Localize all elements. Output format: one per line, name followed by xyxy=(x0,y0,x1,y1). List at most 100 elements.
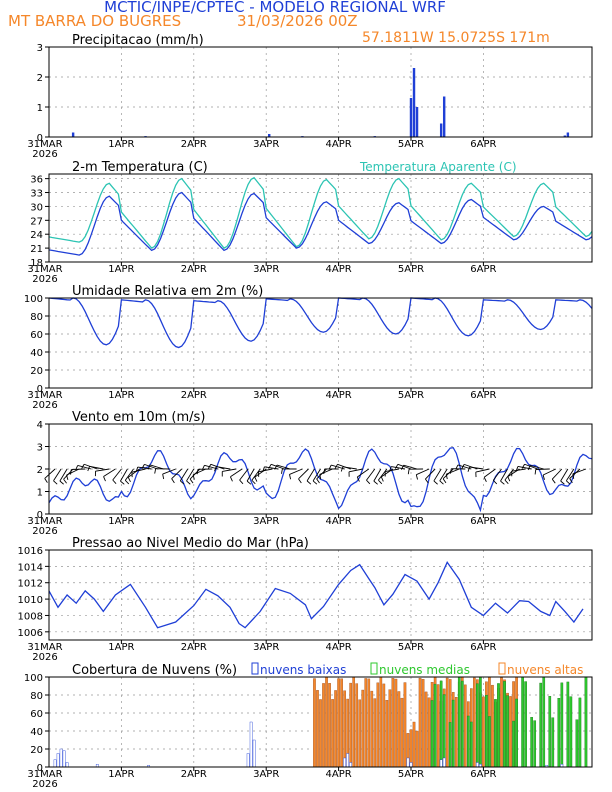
wind-barb xyxy=(439,468,448,482)
x-tick-label: 6APR xyxy=(470,516,496,527)
x-tick-label: 5APR xyxy=(398,139,424,150)
wind-barb-flag xyxy=(572,473,575,479)
y-tick-label: 1006 xyxy=(18,628,43,639)
cloud-bar-mid xyxy=(575,719,579,768)
x-tick-label: 31MAR xyxy=(27,264,62,275)
x-tick-label: 31MAR xyxy=(27,390,62,401)
y-tick-label: 60 xyxy=(30,709,43,720)
cloud-bar-low xyxy=(65,762,69,768)
cloud-bar-mid xyxy=(439,680,443,768)
x-tick-label: 4APR xyxy=(326,264,352,275)
wind-barb-flag xyxy=(455,464,459,470)
wind-barb-flag xyxy=(560,480,565,485)
cloud-bar-mid xyxy=(476,683,479,768)
y-tick-label: 1010 xyxy=(18,595,43,606)
wind-barb-flag xyxy=(356,476,360,482)
cloud-bar-low xyxy=(252,739,256,768)
x-tick-label: 4APR xyxy=(326,642,352,653)
wind-barb-flag xyxy=(103,476,106,482)
cloud-bar-high xyxy=(328,683,331,768)
y-tick-label: 1 xyxy=(37,103,43,114)
wind-barb xyxy=(103,468,116,477)
wind-barb xyxy=(186,468,195,482)
wind-barb xyxy=(319,468,333,475)
x-tick-label: 6APR xyxy=(470,642,496,653)
cloud-bar-high xyxy=(373,698,377,768)
wind-barb-flag xyxy=(59,480,64,485)
x-tick-label: 3APR xyxy=(253,390,279,401)
cloud-bar-mid xyxy=(551,717,555,768)
wind-barb-flag xyxy=(542,474,545,480)
cloud-bar-mid xyxy=(533,720,537,768)
y-tick-label: 60 xyxy=(30,330,43,341)
cloud-bar-high xyxy=(397,691,401,768)
x-tick-label: 2APR xyxy=(181,642,207,653)
cloud-bar-mid xyxy=(524,681,527,768)
wind-barb-flag xyxy=(87,466,90,472)
wind-barb xyxy=(425,468,436,480)
wind-barb-flag xyxy=(340,466,344,472)
wind-barb xyxy=(492,468,502,481)
wind-barb-flag xyxy=(316,478,320,484)
cloud-bar-high xyxy=(509,696,512,768)
x-tick-label: 1APR xyxy=(108,516,134,527)
cloud-bar-high xyxy=(391,678,395,768)
x-tick-label: 5APR xyxy=(398,264,424,275)
cloud-bar-high xyxy=(463,684,467,768)
y-tick-label: 1012 xyxy=(18,579,43,590)
x-tick-label: 2APR xyxy=(181,769,207,780)
y-tick-label: 40 xyxy=(30,727,43,738)
wind-barb-flag xyxy=(566,480,571,485)
wind-barb xyxy=(416,468,430,476)
x-tick-label: 4APR xyxy=(326,516,352,527)
pressure-line xyxy=(48,560,584,629)
cloud-bar-low xyxy=(442,757,446,768)
cloud-bar-mid xyxy=(569,696,573,768)
wind-barb xyxy=(162,468,176,475)
wind-barb-flag xyxy=(179,480,185,485)
precip-bar xyxy=(563,135,567,137)
y-tick-label: 1 xyxy=(37,488,43,499)
cloud-bar-mid xyxy=(584,676,588,768)
wind-barb xyxy=(137,466,152,470)
wind-barb xyxy=(150,464,164,470)
wind-barb-flag xyxy=(66,474,69,480)
wind-barb-flag xyxy=(44,478,48,483)
panel-title: Pressao ao Nivel Medio do Mar (hPa) xyxy=(72,536,309,551)
x-tick-label: 6APR xyxy=(470,390,496,401)
wind-barb xyxy=(312,468,321,482)
cloud-bar-mid xyxy=(494,699,497,768)
precip-bar xyxy=(412,68,416,137)
precip-bar xyxy=(415,107,419,137)
cloud-bar-high xyxy=(424,691,428,768)
y-tick-label: 18 xyxy=(30,258,43,269)
x-tick-label: 2APR xyxy=(181,390,207,401)
wind-barb-flag xyxy=(306,480,312,485)
temp-series-line xyxy=(48,176,593,249)
wind-barb xyxy=(144,463,158,470)
wind-barb-flag xyxy=(70,469,72,475)
wind-barb-flag xyxy=(127,477,131,482)
x-tick-label: 2026 xyxy=(32,274,57,285)
wind-barb xyxy=(397,463,412,470)
x-tick-label: 2026 xyxy=(32,149,57,160)
wind-barb-flag xyxy=(442,478,447,484)
wind-barb-flag xyxy=(254,476,258,482)
wind-barb-flag xyxy=(214,466,217,472)
x-tick-label: 31MAR xyxy=(27,769,62,780)
wind-barb xyxy=(542,468,556,476)
cloud-bar-mid xyxy=(442,694,446,768)
wind-barb-flag xyxy=(53,480,58,485)
cloud-bar-mid xyxy=(557,698,561,768)
wind-barb xyxy=(71,468,86,471)
cloud-bar-mid xyxy=(488,716,491,768)
cloud-bar-mid xyxy=(515,698,518,768)
cloud-bar-low xyxy=(62,750,66,768)
wind-barb-flag xyxy=(425,478,429,484)
wind-barb xyxy=(572,468,587,475)
x-tick-label: 6APR xyxy=(470,769,496,780)
wind-barb xyxy=(112,468,122,481)
wind-barb xyxy=(565,468,575,482)
wind-barb-flag xyxy=(230,476,233,482)
cloud-bar-high xyxy=(491,684,494,768)
